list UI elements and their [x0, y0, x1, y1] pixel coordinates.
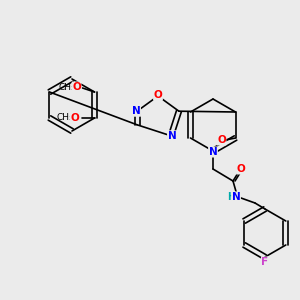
- Text: O: O: [70, 113, 79, 123]
- Text: H: H: [227, 192, 235, 202]
- Text: O: O: [72, 82, 81, 92]
- Text: CH₃: CH₃: [58, 82, 75, 91]
- Text: O: O: [237, 164, 245, 174]
- Text: N: N: [132, 106, 140, 116]
- Text: N: N: [208, 147, 217, 157]
- Text: CH₃: CH₃: [56, 113, 73, 122]
- Text: N: N: [232, 192, 240, 202]
- Text: F: F: [261, 257, 268, 267]
- Text: N: N: [168, 131, 176, 141]
- Text: O: O: [154, 90, 162, 100]
- Text: O: O: [217, 135, 226, 145]
